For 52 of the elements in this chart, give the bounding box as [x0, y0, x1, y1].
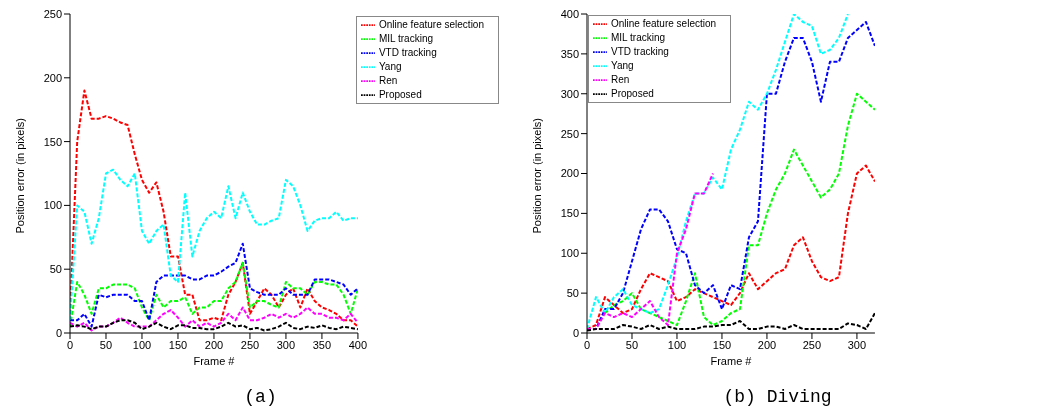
x-tick-label: 150 [168, 338, 188, 351]
x-tick-label: 100 [132, 338, 152, 351]
y-tick-label: 0 [55, 326, 62, 339]
x-tick-label: 0 [583, 338, 591, 351]
x-tick-label: 50 [625, 338, 639, 351]
line-series [70, 242, 358, 328]
line-series [587, 172, 714, 331]
legend-label: MIL tracking [611, 31, 666, 43]
y-tick-label: 150 [560, 207, 579, 220]
text: (a) [243, 387, 278, 407]
text: (b) Diving [722, 387, 833, 407]
x-tick-label: 300 [847, 338, 867, 351]
x-tick-label: 400 [348, 338, 368, 351]
x-axis-title: Frame # [710, 355, 753, 367]
x-tick-label: 100 [667, 338, 687, 351]
legend-label: Proposed [611, 87, 654, 99]
y-tick-label: 200 [560, 167, 579, 180]
x-tick-label: 50 [99, 338, 113, 351]
legend-label: Online feature selection [378, 18, 484, 30]
y-tick-label: 250 [43, 7, 62, 20]
x-tick-label: 200 [757, 338, 777, 351]
y-tick-label: 100 [560, 247, 579, 260]
legend-label: Online feature selection [611, 17, 717, 29]
y-tick-label: 100 [43, 199, 62, 212]
legend-label: Ren [611, 73, 630, 85]
legend-label: MIL tracking [378, 32, 434, 44]
x-tick-label: 250 [802, 338, 822, 351]
legend-label: Ren [378, 74, 398, 86]
legend-label: Yang [378, 60, 402, 72]
y-tick-label: 50 [566, 287, 579, 300]
x-axis-title: Frame # [193, 355, 236, 367]
y-tick-label: 400 [560, 7, 579, 20]
line-series [70, 89, 358, 328]
y-tick-label: 300 [560, 87, 579, 100]
legend-label: Proposed [378, 88, 422, 100]
x-tick-label: 250 [240, 338, 260, 351]
y-axis-title: Position error (in pixels) [13, 117, 26, 234]
y-tick-label: 0 [572, 326, 579, 339]
x-tick-label: 200 [204, 338, 224, 351]
x-tick-label: 0 [66, 338, 74, 351]
x-tick-label: 150 [712, 338, 732, 351]
legend-label: VTD tracking [378, 46, 437, 58]
y-tick-label: 350 [560, 47, 579, 60]
x-tick-label: 350 [312, 338, 332, 351]
y-tick-label: 50 [49, 263, 62, 276]
legend-label: VTD tracking [611, 45, 669, 57]
y-tick-label: 150 [43, 135, 62, 148]
y-axis-title: Position error (in pixels) [530, 117, 543, 234]
y-tick-label: 250 [560, 127, 579, 140]
x-tick-label: 300 [276, 338, 296, 351]
y-tick-label: 200 [43, 71, 62, 84]
legend-label: Yang [611, 59, 634, 71]
